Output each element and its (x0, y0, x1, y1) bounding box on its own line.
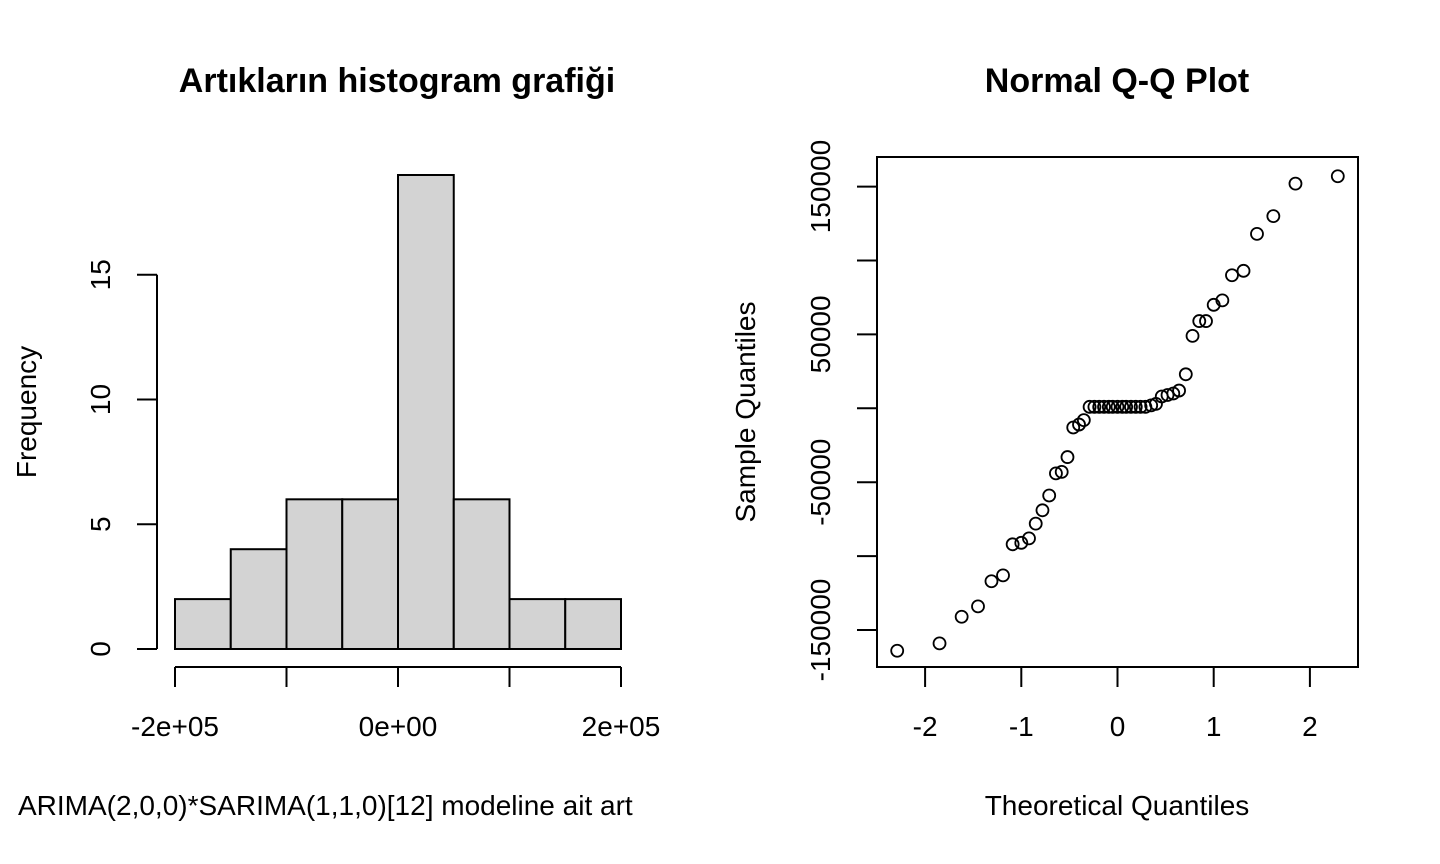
qq-point-36 (1172, 383, 1186, 398)
qq-point-38 (1185, 328, 1200, 343)
qq-point-14 (1060, 450, 1075, 464)
qq-point-6 (1005, 537, 1020, 552)
histogram-y-label: Frequency (11, 346, 42, 478)
histogram-x-label: ARIMA(2,0,0)*SARIMA(1,1,0)[12] modeline … (18, 790, 633, 821)
histogram-x-tick-label: 0e+00 (359, 711, 438, 742)
qq-y-tick-label: -50000 (805, 439, 836, 526)
qq-point-48 (1330, 169, 1345, 184)
histogram-y-tick-label: 5 (85, 516, 116, 532)
qq-point-44 (1236, 263, 1251, 278)
qq-point-19 (1087, 399, 1102, 414)
histogram-bars (174, 174, 622, 651)
qq-y-axis: -150000 -50000 50000 150000 (805, 140, 877, 682)
histogram-bar-6 (508, 598, 567, 651)
histogram-x-tick-label: -2e+05 (131, 711, 219, 742)
qq-point-9 (1028, 516, 1043, 531)
qq-point-25 (1115, 399, 1130, 414)
qq-point-22 (1101, 399, 1116, 414)
histogram-bar-4 (397, 174, 455, 650)
qq-panel: Normal Q-Q Plot -2 -1 0 1 2 -150000 -50000 500… (730, 62, 1359, 821)
qq-point-11 (1042, 488, 1057, 503)
qq-point-4 (984, 574, 999, 589)
histogram-bar-7 (564, 598, 622, 651)
histogram-bar-0 (174, 598, 232, 651)
qq-point-47 (1288, 176, 1303, 191)
qq-x-axis: -2 -1 0 1 2 (913, 667, 1318, 742)
qq-y-label: Sample Quantiles (730, 301, 761, 522)
qq-title: Normal Q-Q Plot (985, 62, 1249, 100)
qq-y-tick-label: 150000 (805, 140, 836, 233)
qq-point-37 (1178, 367, 1193, 382)
qq-point-16 (1072, 417, 1086, 432)
qq-point-0 (890, 643, 905, 658)
qq-point-20 (1092, 399, 1107, 414)
histogram-bar-2 (285, 498, 344, 650)
qq-point-8 (1022, 531, 1036, 546)
histogram-title: Artıkların histogram grafiği (179, 62, 615, 100)
qq-point-17 (1076, 413, 1091, 428)
histogram-bar-5 (452, 498, 511, 650)
histogram-bar-1 (229, 548, 288, 650)
qq-point-2 (954, 609, 969, 624)
qq-point-24 (1110, 399, 1125, 414)
qq-x-tick-label: 0 (1110, 711, 1126, 742)
qq-point-34 (1160, 388, 1175, 402)
qq-point-42 (1215, 293, 1230, 308)
qq-point-40 (1199, 314, 1213, 328)
histogram-y-tick-label: 10 (85, 384, 116, 415)
qq-point-39 (1192, 314, 1207, 328)
qq-point-45 (1250, 226, 1264, 241)
qq-point-23 (1105, 399, 1120, 414)
qq-point-3 (971, 599, 985, 614)
histogram-panel: Artıkların histogram grafiği -2e+05 0e+00… (11, 62, 660, 821)
qq-x-tick-label: 1 (1206, 711, 1222, 742)
qq-point-27 (1124, 399, 1138, 414)
histogram-x-tick-label: 2e+05 (582, 711, 661, 742)
histogram-y-axis: 0 5 10 15 (85, 259, 158, 657)
qq-point-26 (1119, 399, 1134, 414)
qq-point-10 (1035, 503, 1050, 518)
qq-x-tick-label: -2 (913, 711, 938, 742)
histogram-y-tick-label: 0 (85, 641, 116, 657)
qq-point-7 (1014, 535, 1029, 550)
qq-y-tick-label: 50000 (805, 295, 836, 373)
qq-point-13 (1054, 464, 1069, 479)
histogram-y-tick-label: 15 (85, 259, 116, 290)
histogram-bar-3 (341, 498, 399, 650)
qq-point-21 (1097, 399, 1111, 414)
qq-point-1 (932, 636, 947, 651)
qq-y-tick-label: -150000 (805, 579, 836, 682)
qq-x-tick-label: -1 (1009, 711, 1034, 742)
qq-point-43 (1225, 268, 1239, 283)
qq-point-12 (1049, 466, 1063, 481)
qq-x-label: Theoretical Quantiles (985, 790, 1250, 821)
histogram-x-axis: -2e+05 0e+00 2e+05 (131, 666, 661, 742)
qq-point-29 (1133, 399, 1148, 414)
qq-point-5 (996, 568, 1010, 583)
qq-point-18 (1082, 399, 1097, 414)
qq-x-tick-label: 2 (1302, 711, 1318, 742)
qq-points (890, 169, 1345, 658)
qq-point-28 (1128, 399, 1143, 414)
qq-point-46 (1266, 209, 1281, 224)
